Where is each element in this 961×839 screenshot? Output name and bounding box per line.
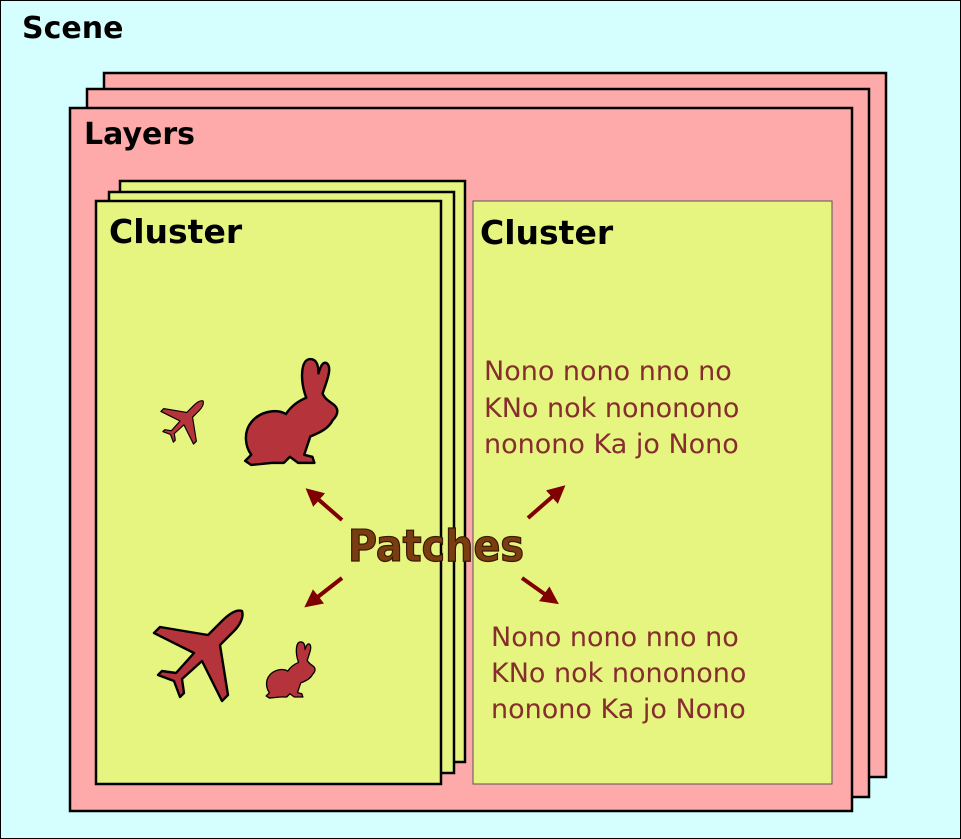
- text-patch-bottom: Nono nono nno no KNo nok nononono nonono…: [491, 622, 755, 725]
- layers-title: Layers: [84, 117, 195, 152]
- text-patch-top: Nono nono nno no KNo nok nononono nonono…: [484, 356, 748, 460]
- text-patch-line: Nono nono nno no: [491, 622, 739, 653]
- arrow-to-rabbit: [305, 488, 344, 522]
- patches-label: Patches: [348, 521, 524, 572]
- arrow-to-bottom-text: [520, 576, 559, 605]
- cluster-left-title: Cluster: [109, 212, 243, 251]
- cluster-right: [472, 200, 833, 785]
- arrow-to-top-text: [526, 485, 566, 520]
- text-patch-line: nonono Ka jo Nono: [484, 429, 739, 460]
- cluster-right-title: Cluster: [480, 213, 614, 252]
- scene-title: Scene: [22, 11, 123, 46]
- text-patch-line: KNo nok nononono: [484, 393, 739, 424]
- text-patch-line: nonono Ka jo Nono: [491, 694, 746, 725]
- text-patch-line: KNo nok nononono: [491, 658, 746, 689]
- arrow-to-bottom-icons: [304, 576, 344, 608]
- text-patch-line: Nono nono nno no: [484, 356, 732, 387]
